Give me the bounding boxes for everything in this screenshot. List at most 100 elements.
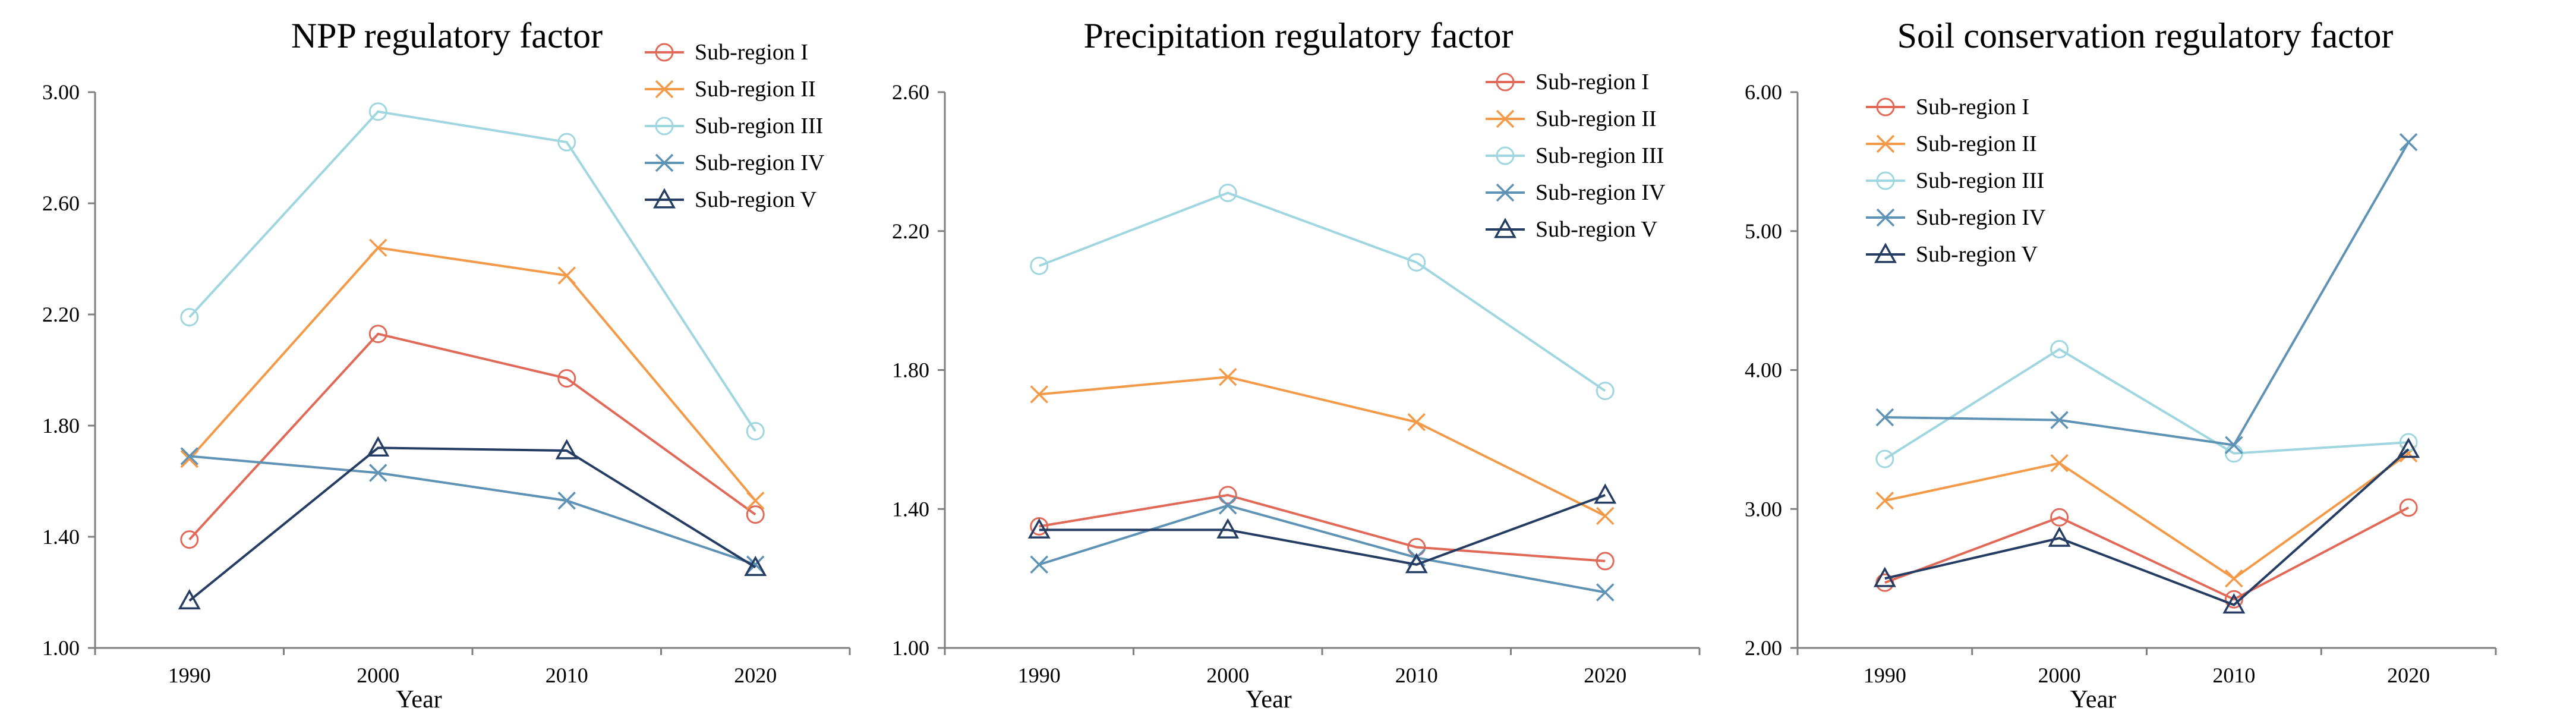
series-sub-region-ii [1030,367,1615,525]
x-axis-title: Year [2070,686,2116,713]
data-point [1405,553,1428,574]
npp-chart-panel: NPP regulatory factor 1.00 1.40 1.80 2.20 2.6… [42,16,851,713]
data-point [1027,518,1051,539]
data-point [2222,593,2246,614]
legend-label: Sub-region II [695,77,816,102]
legend-item-sub-region-ii: Sub-region II [1866,131,2037,156]
legend-item-sub-region-iv: Sub-region IV [1866,205,2046,230]
data-point [180,308,199,327]
y-tick-label: 2.60 [42,191,80,215]
series-line [1884,506,2410,601]
data-point [2050,508,2069,527]
legend-item-sub-region-v: Sub-region V [1486,217,1658,242]
legend-item-sub-region-i: Sub-region I [1866,95,2029,119]
data-point [1216,518,1240,539]
legend-marker [655,80,674,99]
data-point [367,436,390,457]
legend: Sub-region I Sub-region II Sub-region III S… [1486,70,1666,242]
legend-label: Sub-region II [1916,131,2037,156]
data-point [1596,552,1615,571]
legend-label: Sub-region I [1535,70,1649,95]
data-point [1596,506,1615,525]
series-line [1039,493,1606,562]
series-line [188,110,756,432]
series-sub-region-i [180,325,765,549]
data-point [1030,385,1048,404]
chart-title: Precipitation regulatory factor [1083,16,1513,55]
data-point [1873,567,1896,587]
series-sub-region-iii [1875,339,2418,468]
data-point [1030,256,1049,275]
series-sub-region-iii [180,102,765,440]
precipitation-chart-panel: Precipitation regulatory factor 1.00 1.40 1… [892,16,1701,713]
legend-item-sub-region-iii: Sub-region III [645,114,823,139]
x-tick-label: 2020 [1584,663,1626,687]
legend-marker [655,153,674,172]
legend-label: Sub-region V [1916,242,2038,267]
data-point [178,588,201,610]
data-point [2050,454,2069,473]
legend-item-sub-region-ii: Sub-region II [1486,106,1657,131]
y-tick-label: 4.00 [1745,358,1782,382]
series-line [1884,452,2410,580]
data-point [1875,408,1894,427]
data-point [2050,411,2069,429]
series-sub-region-v [1873,438,2420,614]
data-point [746,555,765,574]
legend-label: Sub-region II [1535,106,1657,131]
legend-item-sub-region-i: Sub-region I [645,40,808,65]
data-point [2225,436,2243,454]
data-point [1218,486,1237,505]
x-tick-label: 2010 [1395,663,1438,687]
data-point [2399,498,2418,517]
legend-item-sub-region-iii: Sub-region III [1866,168,2044,193]
legend-label: Sub-region III [1535,143,1664,168]
legend-label: Sub-region I [695,40,808,65]
data-point [369,464,387,482]
y-tick-label: 1.80 [892,358,929,382]
data-point [1407,413,1426,432]
x-tick-label: 1990 [168,663,211,687]
series-line [188,246,756,502]
x-tick-label: 2000 [357,663,399,687]
legend-marker [1496,109,1515,128]
y-tick-label: 3.00 [1745,497,1782,521]
data-point [1218,183,1237,202]
series-line [1039,191,1606,392]
y-tick-label: 1.80 [42,414,80,438]
chart-title: Soil conservation regulatory factor [1897,16,2394,55]
x-tick-label: 1990 [1018,663,1061,687]
legend-label: Sub-region IV [695,150,825,175]
series-line [188,446,756,602]
data-point [2225,569,2243,588]
legend-marker [1876,208,1895,227]
x-axis-title: Year [1246,686,1291,713]
data-point [2048,526,2071,547]
data-point [746,491,765,510]
series-sub-region-iv [1875,133,2418,454]
data-point [180,449,198,468]
data-point [2224,590,2243,609]
data-point [1030,517,1049,536]
x-tick-label: 1990 [1864,663,1906,687]
x-tick-label: 2020 [2387,663,2430,687]
series-line [1039,376,1606,517]
legend-item-sub-region-v: Sub-region V [645,187,817,212]
data-point [746,421,765,440]
data-point [2397,438,2420,458]
series-line [1884,448,2410,606]
legend-marker [653,188,676,209]
legend-item-sub-region-iii: Sub-region III [1486,143,1664,168]
legend: Sub-region I Sub-region II Sub-region III S… [1866,95,2046,267]
data-point [744,555,767,576]
data-point [180,530,199,549]
series-line [189,455,756,566]
x-tick-label: 2010 [546,663,588,687]
series-sub-region-iii [1030,183,1615,401]
y-tick-label: 1.00 [892,636,929,660]
data-point [1407,253,1426,272]
data-point [746,505,765,524]
series-line [188,332,756,541]
x-tick-label: 2010 [2212,663,2255,687]
